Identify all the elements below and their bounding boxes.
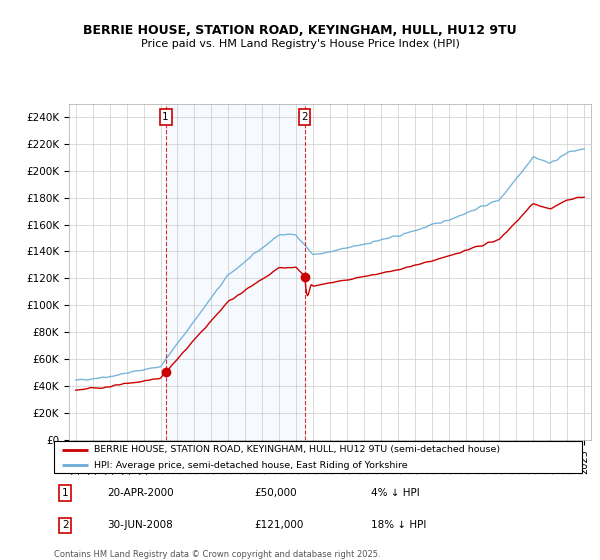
Text: 4% ↓ HPI: 4% ↓ HPI [371, 488, 419, 498]
FancyBboxPatch shape [54, 441, 582, 473]
Text: 1: 1 [162, 112, 169, 122]
Text: BERRIE HOUSE, STATION ROAD, KEYINGHAM, HULL, HU12 9TU: BERRIE HOUSE, STATION ROAD, KEYINGHAM, H… [83, 24, 517, 36]
Text: 18% ↓ HPI: 18% ↓ HPI [371, 520, 426, 530]
Text: 1: 1 [62, 488, 68, 498]
Bar [166, 104, 305, 440]
Text: £50,000: £50,000 [254, 488, 297, 498]
Text: 20-APR-2000: 20-APR-2000 [107, 488, 173, 498]
Text: Contains HM Land Registry data © Crown copyright and database right 2025.
This d: Contains HM Land Registry data © Crown c… [54, 550, 380, 560]
Text: BERRIE HOUSE, STATION ROAD, KEYINGHAM, HULL, HU12 9TU (semi-detached house): BERRIE HOUSE, STATION ROAD, KEYINGHAM, H… [94, 445, 500, 454]
Text: 2: 2 [62, 520, 68, 530]
Text: 30-JUN-2008: 30-JUN-2008 [107, 520, 173, 530]
Text: £121,000: £121,000 [254, 520, 304, 530]
Text: HPI: Average price, semi-detached house, East Riding of Yorkshire: HPI: Average price, semi-detached house,… [94, 460, 407, 470]
Text: 2: 2 [301, 112, 308, 122]
Text: Price paid vs. HM Land Registry's House Price Index (HPI): Price paid vs. HM Land Registry's House … [140, 39, 460, 49]
